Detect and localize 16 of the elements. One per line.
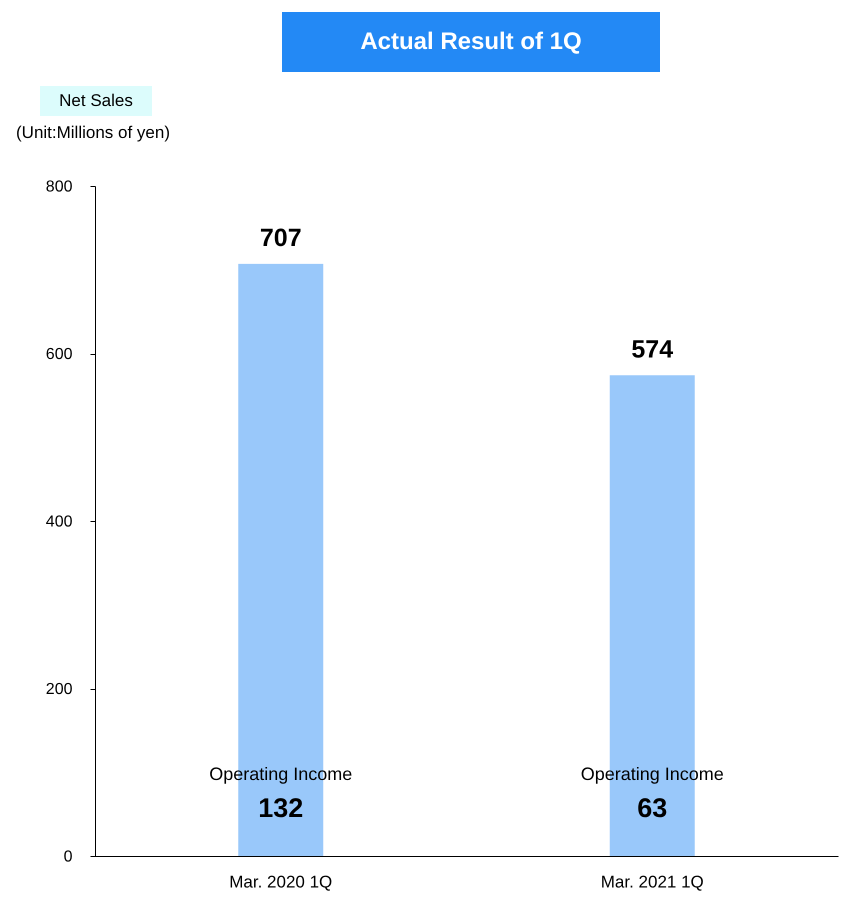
- annotation: Operating Income: [580, 764, 724, 784]
- x-tick-label: Mar. 2020 1Q: [229, 872, 332, 892]
- annotation: 63: [637, 793, 668, 823]
- y-axis-title: Net Sales: [59, 91, 133, 110]
- y-tick-label: 600: [46, 346, 73, 363]
- y-tick-label: 0: [64, 848, 73, 866]
- annotation: 132: [258, 793, 304, 823]
- annotation: Operating Income: [209, 764, 352, 784]
- y-tick-label: 200: [46, 681, 73, 698]
- chart-title: Actual Result of 1Q: [360, 28, 582, 55]
- x-tick-label: Mar. 2021 1Q: [600, 872, 704, 892]
- y-tick-label: 800: [46, 178, 73, 196]
- data-label: 707: [260, 224, 302, 252]
- y-tick-label: 400: [46, 514, 73, 530]
- data-label: 574: [631, 335, 674, 364]
- chart-subtitle: (Unit:Millions of yen): [16, 123, 170, 142]
